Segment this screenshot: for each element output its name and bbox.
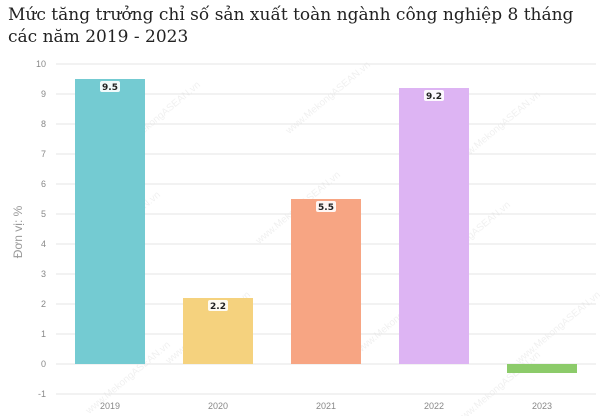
y-tick-label: 5 [41,209,46,219]
data-label-bg [208,300,228,311]
y-tick-label: 0 [41,359,46,369]
bar-2019 [75,79,145,364]
data-labels: 9.5 2.2 5.5 9.2 [100,81,444,312]
y-axis-label: Đơn vị: % [11,205,25,258]
data-label-text: 2.2 [210,302,226,312]
bar-2022 [399,88,469,364]
y-tick-label: 1 [41,329,46,339]
data-label-2022: 9.2 [424,90,444,102]
chart-title: Mức tăng trưởng chỉ số sản xuất toàn ngà… [8,5,574,47]
data-label-bg [424,90,444,101]
y-tick-label: 7 [41,149,46,159]
y-axis-ticks: -1 0 1 2 3 4 5 6 7 8 9 10 [36,59,46,399]
data-label-text: 9.2 [426,92,442,102]
data-label-text: 5.5 [318,203,334,213]
y-tick-label: 8 [41,119,46,129]
data-label-2020: 2.2 [208,300,228,312]
data-label-2019: 9.5 [100,81,120,93]
x-tick-label: 2020 [208,401,228,411]
bar-2021 [291,199,361,364]
x-tick-label: 2021 [316,401,336,411]
data-label-bg [316,201,336,212]
bars [75,79,577,373]
data-label-2021: 5.5 [316,201,336,213]
x-axis-ticks: 2019 2020 2021 2022 2023 [100,401,552,411]
x-tick-label: 2019 [100,401,120,411]
y-tick-label: 10 [36,59,46,69]
x-tick-label: 2022 [424,401,444,411]
y-tick-label: -1 [38,389,46,399]
bar-2023 [507,364,577,373]
x-tick-label: 2023 [532,401,552,411]
y-tick-label: 3 [41,269,46,279]
data-label-bg [100,81,120,92]
y-tick-label: 4 [41,239,46,249]
y-tick-label: 6 [41,179,46,189]
watermark-text: www.MekongASEAN.vn [513,290,600,368]
y-tick-label: 9 [41,89,46,99]
data-label-text: 9.5 [102,83,118,93]
y-tick-label: 2 [41,299,46,309]
watermark-text: www.MekongASEAN.vn [283,60,373,138]
